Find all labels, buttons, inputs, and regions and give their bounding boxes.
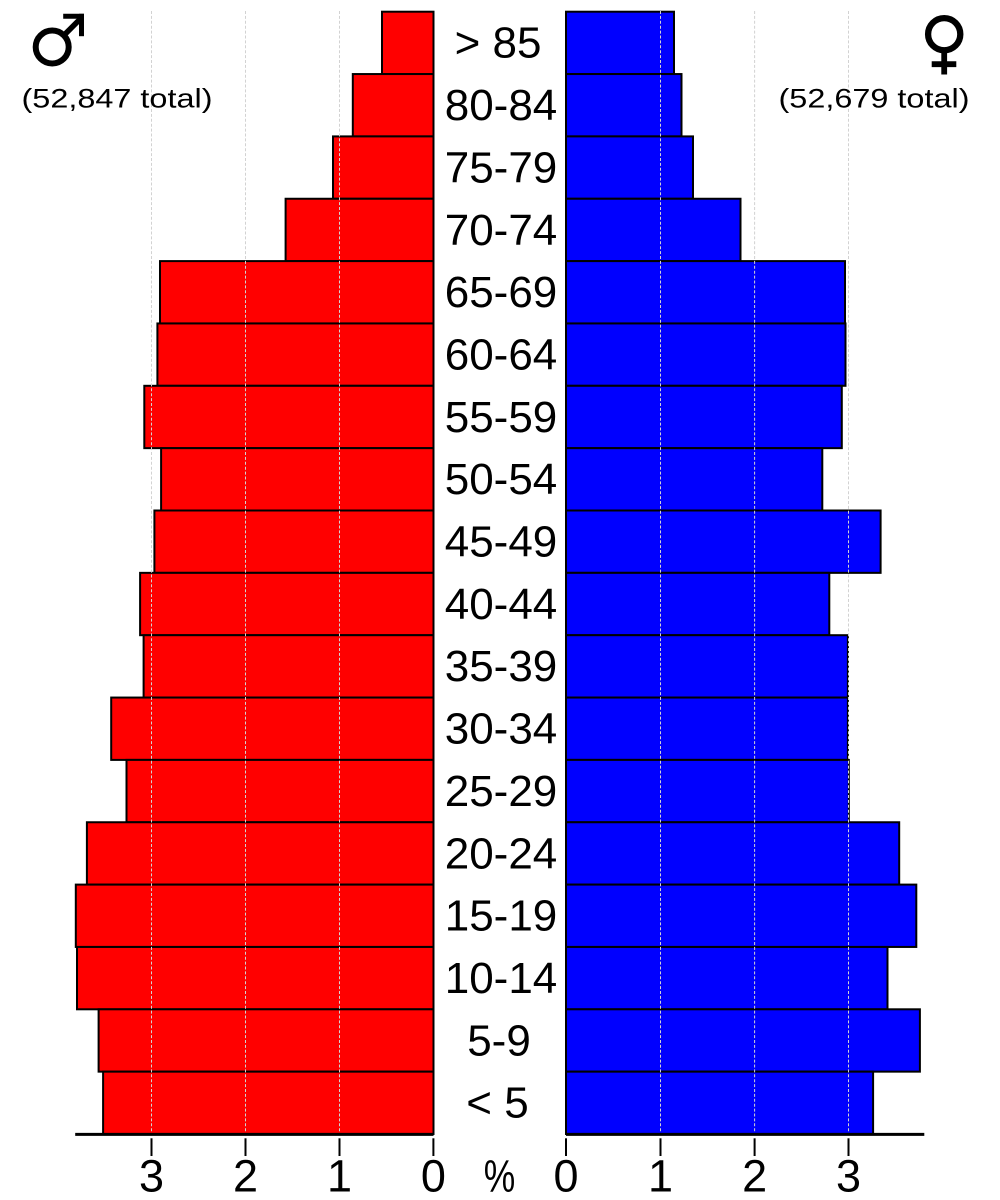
svg-text:0: 0 xyxy=(421,1151,446,1200)
svg-text:< 5: < 5 xyxy=(466,1079,528,1128)
svg-text:(52,679 total): (52,679 total) xyxy=(779,84,970,114)
svg-text:45-49: 45-49 xyxy=(445,518,558,567)
svg-text:35-39: 35-39 xyxy=(445,642,558,691)
svg-text:%: % xyxy=(484,1151,516,1200)
svg-text:5-9: 5-9 xyxy=(467,1016,531,1065)
svg-text:2: 2 xyxy=(233,1151,258,1200)
svg-text:75-79: 75-79 xyxy=(445,143,558,192)
svg-text:10-14: 10-14 xyxy=(445,954,558,1003)
svg-text:1: 1 xyxy=(327,1151,352,1200)
svg-text:2: 2 xyxy=(742,1151,767,1200)
svg-text:25-29: 25-29 xyxy=(445,767,558,816)
svg-text:70-74: 70-74 xyxy=(445,206,558,255)
svg-text:30-34: 30-34 xyxy=(445,705,558,754)
svg-text:65-69: 65-69 xyxy=(445,268,558,317)
svg-text:1: 1 xyxy=(648,1151,673,1200)
svg-text:20-24: 20-24 xyxy=(445,829,558,878)
svg-text:(52,847 total): (52,847 total) xyxy=(22,84,213,114)
svg-text:80-84: 80-84 xyxy=(445,81,558,130)
svg-text:60-64: 60-64 xyxy=(445,330,558,379)
svg-text:0: 0 xyxy=(553,1151,578,1200)
svg-text:3: 3 xyxy=(139,1151,164,1200)
svg-text:40-44: 40-44 xyxy=(445,580,558,629)
svg-text:> 85: > 85 xyxy=(455,19,542,68)
svg-text:3: 3 xyxy=(836,1151,861,1200)
svg-text:15-19: 15-19 xyxy=(445,892,558,941)
svg-text:50-54: 50-54 xyxy=(445,455,558,504)
svg-text:55-59: 55-59 xyxy=(445,393,558,442)
